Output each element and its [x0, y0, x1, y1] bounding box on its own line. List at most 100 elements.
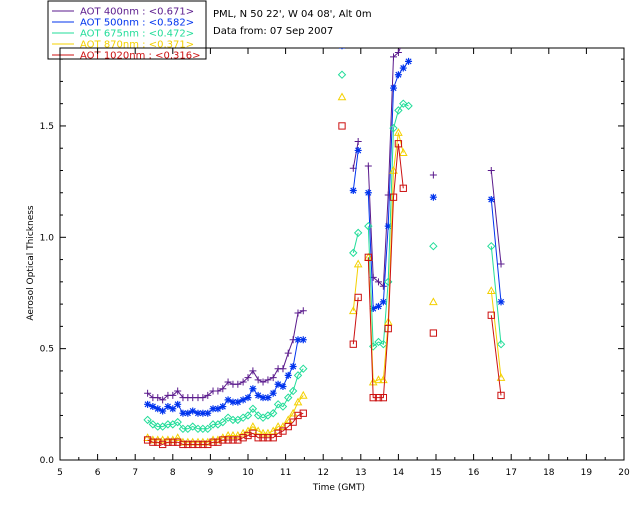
data-point — [399, 184, 407, 192]
data-point — [248, 422, 258, 430]
data-point — [214, 405, 222, 413]
data-point — [429, 241, 438, 251]
data-point — [364, 253, 372, 261]
data-point — [214, 387, 222, 395]
data-point — [379, 339, 388, 349]
data-point — [179, 409, 187, 417]
data-point — [173, 417, 182, 427]
plot-border — [59, 47, 625, 461]
data-point — [379, 298, 387, 306]
data-point — [269, 434, 277, 442]
data-point — [429, 171, 437, 179]
data-point — [194, 440, 202, 449]
data-point — [497, 260, 505, 268]
data-point — [159, 396, 167, 404]
data-point — [279, 365, 287, 373]
data-point — [249, 367, 257, 375]
data-point — [289, 418, 297, 426]
x-tick-label: 18 — [543, 468, 555, 478]
data-point — [224, 378, 232, 386]
data-point — [244, 431, 252, 440]
data-point — [228, 430, 238, 439]
data-point — [174, 438, 182, 446]
data-point — [234, 380, 242, 388]
data-point — [154, 438, 162, 446]
data-point — [337, 70, 347, 79]
data-point — [259, 378, 267, 386]
data-point — [189, 440, 197, 449]
x-tick-label: 10 — [242, 468, 254, 478]
data-point — [349, 187, 357, 195]
x-tick-label: 12 — [317, 468, 328, 478]
data-point — [390, 53, 398, 61]
data-point — [259, 394, 267, 402]
data-point — [184, 409, 192, 417]
data-point — [369, 305, 377, 313]
data-point — [284, 422, 292, 431]
series-line — [490, 246, 502, 345]
data-point — [284, 371, 292, 379]
x-tick-label: 17 — [505, 468, 516, 478]
data-point — [264, 394, 272, 402]
data-point — [374, 302, 382, 310]
data-point — [239, 378, 247, 386]
data-point — [169, 405, 177, 413]
data-point — [239, 434, 247, 442]
data-point — [339, 40, 346, 47]
data-point — [404, 101, 413, 111]
data-point — [268, 409, 278, 418]
data-point — [384, 222, 392, 230]
data-point — [299, 409, 307, 417]
x-tick-label: 9 — [208, 468, 214, 478]
data-point — [364, 189, 372, 197]
data-point — [184, 440, 192, 449]
data-point — [298, 390, 308, 399]
data-point — [199, 394, 207, 402]
data-point — [204, 440, 212, 449]
data-point — [279, 383, 287, 391]
plot-frame — [59, 47, 625, 461]
data-point — [294, 411, 302, 420]
data-point — [188, 422, 197, 431]
data-point — [204, 409, 212, 417]
data-point — [248, 404, 258, 413]
data-point — [299, 336, 307, 344]
data-point — [429, 297, 438, 306]
y-tick-label: 1.5 — [40, 122, 54, 132]
x-tick-label: 8 — [170, 468, 176, 478]
data-point — [374, 375, 383, 384]
legend-entry: AOT 1020nm : <0.316> — [80, 51, 200, 62]
data-point — [169, 391, 177, 399]
data-point — [338, 122, 346, 130]
data-point — [143, 415, 152, 425]
data-point — [400, 38, 407, 45]
data-point — [249, 385, 257, 393]
data-point — [486, 286, 496, 295]
data-point — [394, 71, 402, 79]
data-point — [294, 309, 302, 317]
data-point — [299, 307, 307, 315]
data-point — [394, 128, 403, 136]
data-point — [149, 403, 157, 411]
series-line — [352, 297, 359, 345]
y-axis-label: Aerosol Optical Thickness — [26, 205, 36, 321]
data-point — [354, 146, 362, 154]
data-point — [389, 193, 398, 201]
series-line — [367, 48, 401, 288]
legend-border — [47, 0, 207, 60]
series-2 — [144, 48, 505, 417]
data-point — [374, 393, 383, 402]
data-point — [194, 409, 202, 417]
data-point — [154, 394, 162, 402]
data-point — [349, 340, 357, 348]
data-point — [223, 430, 233, 439]
series-4 — [143, 92, 506, 446]
series-line — [490, 315, 502, 396]
data-point — [299, 364, 308, 373]
x-tick-label: 5 — [57, 468, 63, 478]
x-tick-label: 14 — [393, 468, 405, 478]
data-point — [293, 397, 303, 406]
series-line — [367, 143, 404, 399]
data-point — [209, 405, 217, 413]
